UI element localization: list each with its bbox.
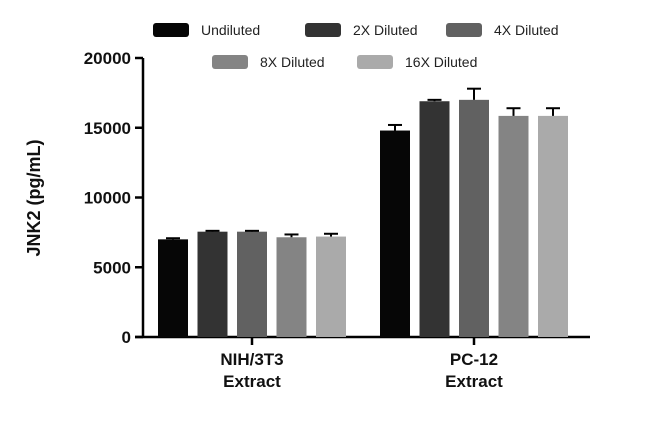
- y-tick-label: 5000: [93, 258, 131, 277]
- bar: [459, 99, 489, 337]
- axes: 0 5000 10000 15000 20000 NIH/3T3 Extract PC-12 E…: [84, 49, 590, 391]
- bar: [237, 231, 267, 337]
- y-tick-label: 15000: [84, 119, 131, 138]
- x-category-label: Extract: [445, 372, 503, 391]
- bar: [380, 130, 410, 337]
- legend-swatch: [446, 23, 482, 37]
- bars: [158, 87, 568, 338]
- bar: [158, 239, 188, 337]
- legend-label: 4X Diluted: [494, 22, 559, 38]
- bar: [197, 231, 228, 337]
- legend-label: 2X Diluted: [353, 22, 418, 38]
- y-tick-label: 20000: [84, 49, 131, 68]
- legend-label: Undiluted: [201, 22, 260, 38]
- x-category-label: NIH/3T3: [220, 350, 283, 369]
- bar: [419, 101, 450, 338]
- x-category-label: Extract: [223, 372, 281, 391]
- y-tick-label: 10000: [84, 189, 131, 208]
- bar: [538, 115, 568, 337]
- bar: [276, 237, 307, 337]
- bar: [316, 236, 346, 337]
- legend: Undiluted 2X Diluted 4X Diluted 8X Diluted 1…: [153, 22, 559, 70]
- y-axis-label: JNK2 (pg/mL): [24, 139, 44, 256]
- x-category-label: PC-12: [450, 350, 498, 369]
- bar: [498, 115, 529, 337]
- legend-label: 16X Diluted: [405, 54, 477, 70]
- y-tick-label: 0: [122, 328, 131, 347]
- legend-swatch: [305, 23, 341, 37]
- legend-swatch: [357, 55, 393, 69]
- legend-swatch: [153, 23, 189, 37]
- legend-label: 8X Diluted: [260, 54, 325, 70]
- legend-swatch: [212, 55, 248, 69]
